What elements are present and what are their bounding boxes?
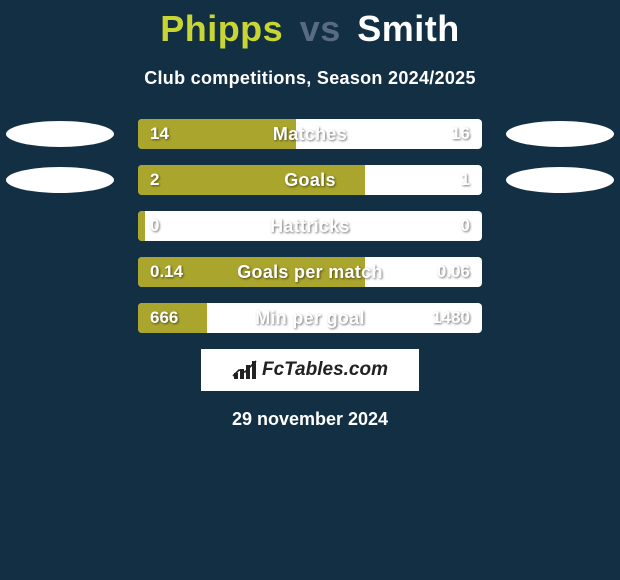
- branding-box: FcTables.com: [201, 349, 419, 391]
- player2-ellipse: [506, 167, 614, 193]
- comparison-card: Phipps vs Smith Club competitions, Seaso…: [0, 0, 620, 580]
- stat-label: Matches: [138, 119, 482, 149]
- stats-container: Matches14 16 Goals2 1 Hattricks0 0 Goals per m…: [0, 119, 620, 333]
- stat-value-right: 0.06: [437, 257, 470, 287]
- subtitle: Club competitions, Season 2024/2025: [0, 68, 620, 89]
- stat-bar-track: Min per goal666 1480: [138, 303, 482, 333]
- stat-label: Goals per match: [138, 257, 482, 287]
- stat-row: Min per goal666 1480: [0, 303, 620, 333]
- stat-value-left: 0.14: [150, 257, 183, 287]
- stat-value-right: 16: [451, 119, 470, 149]
- stat-label: Hattricks: [138, 211, 482, 241]
- player2-ellipse: [506, 121, 614, 147]
- bar-chart-icon: [232, 359, 258, 381]
- stat-label: Goals: [138, 165, 482, 195]
- stat-row: Goals per match0.14 0.06: [0, 257, 620, 287]
- stat-label: Min per goal: [138, 303, 482, 333]
- stat-bar-track: Goals2 1: [138, 165, 482, 195]
- stat-value-right: 1480: [432, 303, 470, 333]
- player1-ellipse: [6, 121, 114, 147]
- stat-value-left: 14: [150, 119, 169, 149]
- player1-ellipse: [6, 167, 114, 193]
- stat-value-left: 2: [150, 165, 159, 195]
- stat-bar-track: Hattricks0 0: [138, 211, 482, 241]
- stat-value-right: 1: [461, 165, 470, 195]
- player1-name: Phipps: [160, 8, 283, 49]
- branding-text: FcTables.com: [262, 359, 388, 381]
- stat-row: Hattricks0 0: [0, 211, 620, 241]
- stat-bar-track: Goals per match0.14 0.06: [138, 257, 482, 287]
- date-label: 29 november 2024: [0, 409, 620, 430]
- stat-value-left: 0: [150, 211, 159, 241]
- stat-row: Matches14 16: [0, 119, 620, 149]
- stat-bar-track: Matches14 16: [138, 119, 482, 149]
- stat-row: Goals2 1: [0, 165, 620, 195]
- vs-separator: vs: [300, 8, 341, 49]
- stat-value-right: 0: [461, 211, 470, 241]
- player2-name: Smith: [357, 8, 460, 49]
- page-title: Phipps vs Smith: [0, 0, 620, 50]
- stat-value-left: 666: [150, 303, 178, 333]
